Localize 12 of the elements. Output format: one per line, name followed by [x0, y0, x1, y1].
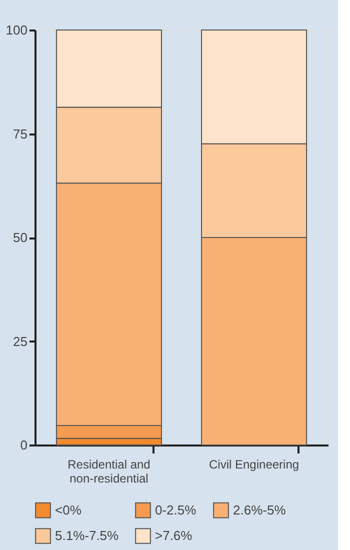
- y-tick-label: 50: [13, 230, 28, 245]
- legend-label: <0%: [55, 502, 82, 518]
- legend-label: 2.6%-5%: [233, 502, 286, 518]
- y-tick-label: 0: [20, 438, 28, 452]
- y-tick-label: 75: [13, 126, 28, 142]
- legend-label: >7.6%: [155, 528, 193, 543]
- legend-label: 5.1%-7.5%: [55, 528, 120, 543]
- x-tick-label: Residential and non-residential: [68, 458, 150, 486]
- x-tick-label: Civil Engineering: [209, 458, 300, 472]
- y-tick-label: 100: [6, 22, 28, 38]
- legend-label: 0-2.5%: [155, 502, 197, 518]
- y-tick-label: 25: [13, 334, 28, 349]
